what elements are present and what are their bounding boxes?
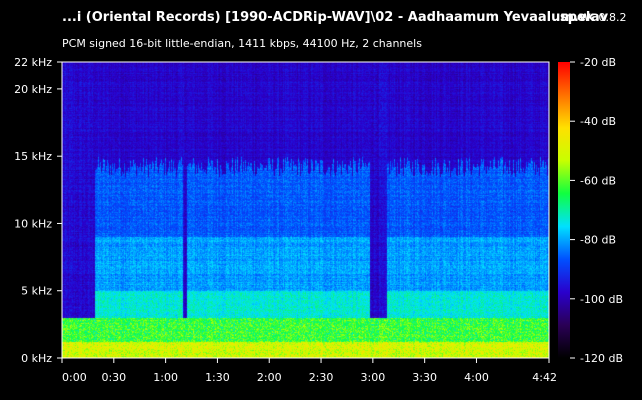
y-tick-label: 5 kHz — [21, 285, 52, 298]
x-tick-label: 4:42 — [532, 371, 557, 384]
file-title: ...i (Oriental Records) [1990-ACDRip-WAV… — [62, 10, 609, 25]
colorbar-tick-label: -40 dB — [580, 115, 616, 128]
colorbar-tick-label: -20 dB — [580, 56, 616, 69]
app-brand: spek 0.8.2 — [560, 10, 627, 25]
x-tick-label: 1:00 — [153, 371, 178, 384]
x-tick-label: 4:00 — [464, 371, 489, 384]
colorbar-tick-label: -120 dB — [580, 352, 623, 365]
y-tick-label: 15 kHz — [14, 150, 52, 163]
y-tick-label: 22 kHz — [14, 56, 52, 69]
colorbar — [558, 62, 570, 358]
audio-info: PCM signed 16-bit little-endian, 1411 kb… — [62, 37, 422, 50]
colorbar-tick-label: -80 dB — [580, 234, 616, 247]
brand-name: spek — [560, 10, 595, 25]
y-tick-label: 0 kHz — [21, 352, 52, 365]
colorbar-tick-label: -60 dB — [580, 174, 616, 187]
colorbar-tick-label: -100 dB — [580, 293, 623, 306]
plot-frame — [61, 61, 550, 359]
x-tick-label: 3:00 — [360, 371, 385, 384]
x-tick-label: 1:30 — [205, 371, 230, 384]
spectrogram-image — [62, 62, 549, 358]
y-tick-label: 10 kHz — [14, 217, 52, 230]
y-tick-label: 20 kHz — [14, 83, 52, 96]
version-label: 0.8.2 — [598, 11, 627, 24]
x-tick-label: 2:30 — [309, 371, 334, 384]
x-tick-label: 0:00 — [62, 371, 87, 384]
x-tick-label: 0:30 — [101, 371, 126, 384]
x-tick-label: 3:30 — [412, 371, 437, 384]
x-tick-label: 2:00 — [257, 371, 282, 384]
